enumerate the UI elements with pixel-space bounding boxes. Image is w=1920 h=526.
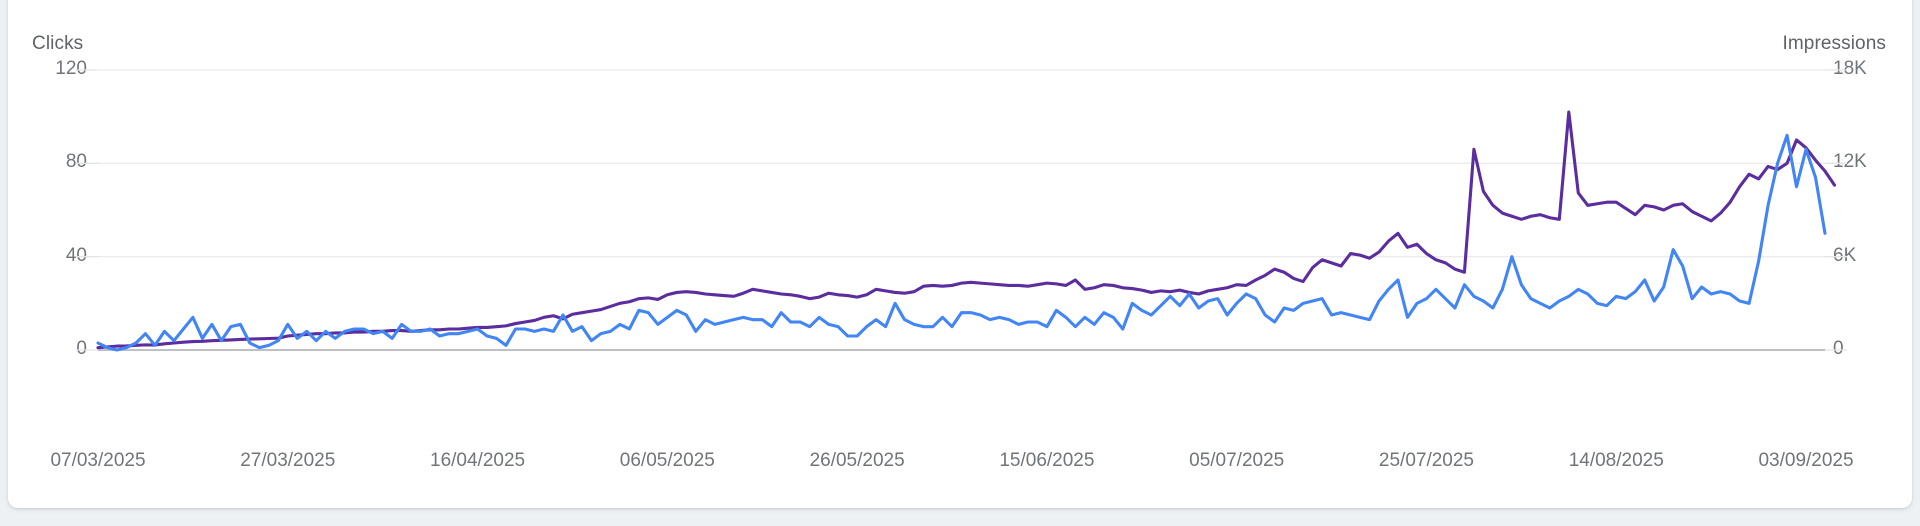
- left-axis-tick-0: 0: [76, 338, 87, 359]
- series-line-impressions: [96, 110, 1837, 350]
- left-axis-tick-40: 40: [65, 244, 87, 266]
- x-axis-tick: 15/06/2025: [999, 450, 1095, 471]
- x-axis-tick: 03/09/2025: [1758, 450, 1854, 471]
- x-axis-tick: 26/05/2025: [809, 450, 905, 471]
- right-axis-tick-0: 0: [1833, 338, 1844, 359]
- right-axis-title: Impressions: [1782, 33, 1886, 54]
- x-axis-tick: 07/03/2025: [50, 450, 146, 471]
- x-axis-tick: 27/03/2025: [240, 450, 336, 471]
- left-axis-tick-120: 120: [55, 58, 87, 79]
- performance-chart-card: [8, 0, 1912, 508]
- x-axis-tick: 05/07/2025: [1189, 450, 1285, 471]
- x-axis-tick: 06/05/2025: [619, 450, 715, 471]
- right-axis-tick-6k: 6K: [1833, 244, 1857, 266]
- series-line-clicks: [96, 133, 1827, 352]
- left-axis-title: Clicks: [32, 33, 84, 54]
- right-axis-tick-18k: 18K: [1833, 58, 1867, 79]
- x-axis-tick: 16/04/2025: [430, 450, 526, 471]
- right-axis-tick-12k: 12K: [1833, 151, 1867, 173]
- left-axis-tick-80: 80: [65, 151, 87, 173]
- x-axis-tick: 14/08/2025: [1568, 450, 1664, 471]
- x-axis-tick: 25/07/2025: [1378, 450, 1474, 471]
